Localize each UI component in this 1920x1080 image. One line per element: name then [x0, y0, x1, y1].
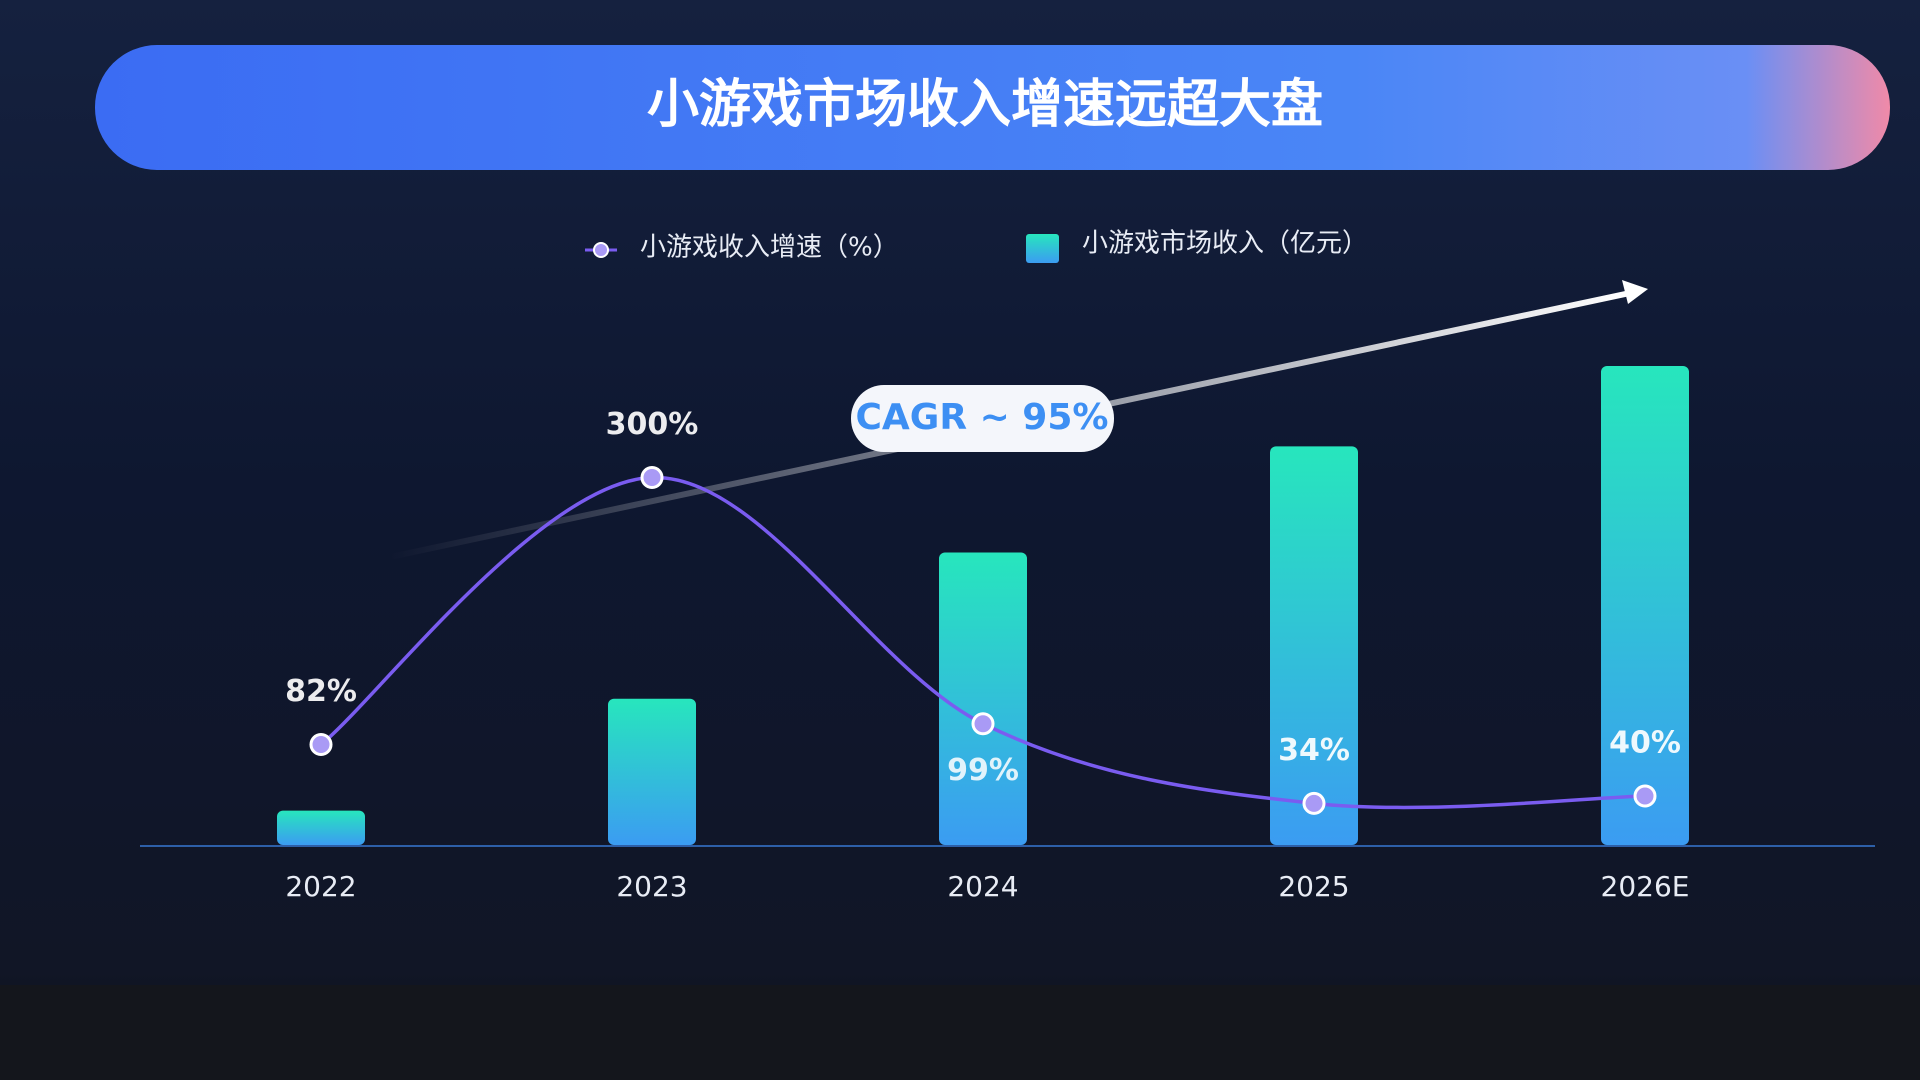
stage-floor	[0, 985, 1920, 1080]
bar	[1601, 365, 1689, 845]
legend: 小游戏收入增速（%） 小游戏市场收入（亿元）	[585, 229, 1368, 263]
bar	[939, 552, 1027, 845]
legend-swatch	[1026, 234, 1059, 263]
x-tick-label: 2024	[947, 870, 1018, 903]
x-tick-label: 2025	[1278, 870, 1349, 903]
growth-line	[319, 475, 1646, 810]
annotation-pill	[851, 385, 1114, 452]
plot-area: 2022 2023 2024 2025 2026E 82% 300% 99% 34% 40%	[140, 365, 1875, 903]
value-label: 34%	[1278, 733, 1350, 768]
legend-label: 小游戏收入增速（%）	[640, 233, 899, 263]
value-label: 300%	[606, 407, 699, 442]
x-tick-label: 2026E	[1601, 870, 1690, 903]
annotation: CAGR ~ 95%	[856, 397, 1109, 438]
trend-arrow-head	[1622, 280, 1648, 304]
line-marker	[1302, 791, 1326, 815]
line-marker	[971, 712, 995, 736]
bar	[608, 698, 696, 845]
line-marker	[309, 733, 333, 757]
chart-title: 小游戏市场收入增速远超大盘	[647, 75, 1323, 135]
value-label: 40%	[1609, 726, 1681, 761]
line-marker	[1633, 784, 1657, 808]
value-label: 99%	[947, 753, 1019, 788]
x-tick-label: 2022	[285, 870, 356, 903]
bar	[1270, 446, 1358, 845]
x-tick-label: 2023	[616, 870, 687, 903]
legend-label: 小游戏市场收入（亿元）	[1082, 229, 1368, 259]
legend-marker	[593, 242, 609, 258]
line-marker	[640, 466, 664, 489]
value-label: 82%	[285, 674, 357, 709]
title-bar	[95, 45, 1890, 170]
bar	[277, 810, 365, 845]
